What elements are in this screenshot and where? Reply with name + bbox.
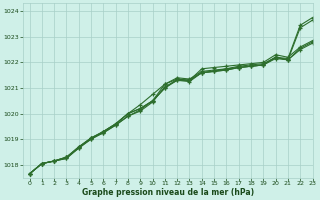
- X-axis label: Graphe pression niveau de la mer (hPa): Graphe pression niveau de la mer (hPa): [82, 188, 254, 197]
